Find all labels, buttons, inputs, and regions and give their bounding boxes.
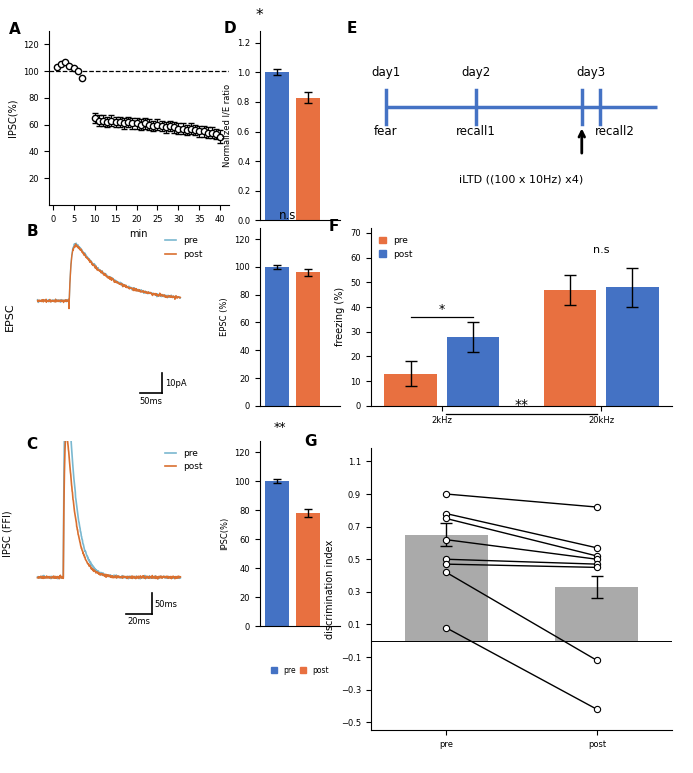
Text: *: * xyxy=(439,303,445,316)
Bar xyxy=(405,535,488,641)
Text: recall1: recall1 xyxy=(456,125,496,138)
Bar xyxy=(265,73,289,220)
Text: *: * xyxy=(256,8,264,22)
Legend: pre, post: pre, post xyxy=(268,441,331,455)
Text: fear: fear xyxy=(374,125,398,138)
Legend: pre, post: pre, post xyxy=(161,233,206,262)
Text: iLTD ((100 x 10Hz) x4): iLTD ((100 x 10Hz) x4) xyxy=(459,175,584,185)
Bar xyxy=(447,337,500,406)
Y-axis label: freezing (%): freezing (%) xyxy=(335,288,345,346)
Y-axis label: discrimination index: discrimination index xyxy=(325,540,335,639)
Text: E: E xyxy=(346,22,357,36)
Bar xyxy=(543,290,596,406)
Text: 20ms: 20ms xyxy=(128,617,150,626)
Legend: Pre, Post: Pre, Post xyxy=(268,258,331,274)
Text: EPSC: EPSC xyxy=(6,302,15,332)
Legend: pre, post: pre, post xyxy=(376,233,416,262)
Text: n.s: n.s xyxy=(279,209,297,222)
Y-axis label: Normalized I/E ratio: Normalized I/E ratio xyxy=(222,84,231,167)
Text: 50ms: 50ms xyxy=(155,600,177,608)
Bar xyxy=(265,267,289,406)
X-axis label: min: min xyxy=(130,229,148,239)
Text: IPSC (FFI): IPSC (FFI) xyxy=(2,510,12,557)
Bar xyxy=(385,373,437,406)
Y-axis label: IPSC(%): IPSC(%) xyxy=(8,99,17,137)
Text: day3: day3 xyxy=(577,66,606,80)
Text: **: ** xyxy=(514,398,529,412)
Text: B: B xyxy=(26,224,38,240)
Text: A: A xyxy=(9,22,21,37)
Text: day2: day2 xyxy=(462,66,491,80)
Text: G: G xyxy=(304,434,317,449)
Text: recall2: recall2 xyxy=(595,125,635,138)
Bar xyxy=(265,481,289,626)
Text: F: F xyxy=(328,220,339,234)
Text: D: D xyxy=(224,22,236,36)
Bar xyxy=(606,288,658,406)
Y-axis label: IPSC(%): IPSC(%) xyxy=(220,516,229,550)
Text: 10pA: 10pA xyxy=(165,380,186,388)
Text: **: ** xyxy=(274,421,286,434)
Bar xyxy=(297,273,320,406)
Y-axis label: EPSC (%): EPSC (%) xyxy=(220,298,229,336)
Text: C: C xyxy=(26,437,37,452)
Legend: pre, post: pre, post xyxy=(161,445,206,475)
Legend: pre, post: pre, post xyxy=(268,663,331,678)
Text: n.s: n.s xyxy=(593,245,609,255)
Bar xyxy=(297,97,320,220)
Bar xyxy=(297,513,320,626)
Text: day1: day1 xyxy=(371,66,401,80)
Text: 50ms: 50ms xyxy=(139,397,163,406)
Bar xyxy=(555,587,638,641)
